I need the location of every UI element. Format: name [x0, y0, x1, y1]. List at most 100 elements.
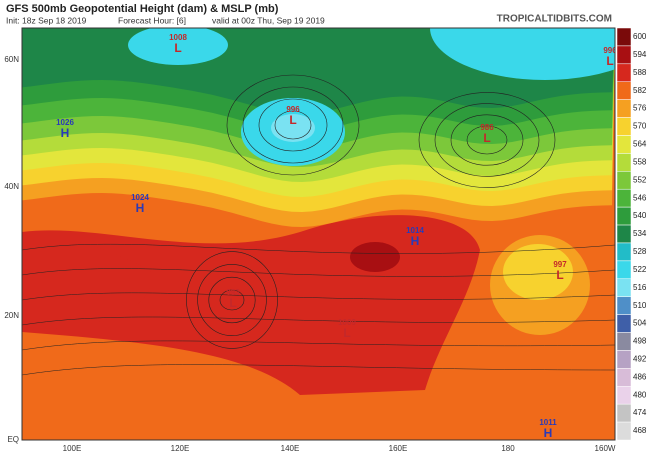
colorbar-swatch: [616, 386, 632, 405]
colorbar-label: 498: [633, 337, 647, 346]
site-name: TROPICALTIDBITS.COM: [497, 14, 612, 25]
isobar: [186, 251, 278, 349]
isobar: [226, 74, 360, 176]
colorbar-label: 576: [633, 104, 647, 113]
isobar: [450, 114, 524, 166]
center-pressure: 1014: [406, 226, 424, 235]
colorbar-label: 480: [633, 390, 647, 399]
colorbar-label: 582: [633, 86, 647, 95]
colorbar-label: 564: [633, 140, 647, 149]
colorbar-label: 528: [633, 247, 647, 256]
colorbar-swatch: [616, 206, 632, 226]
colorbar-swatch: [616, 332, 632, 351]
isobar: [22, 268, 615, 277]
colorbar-swatch: [616, 99, 632, 118]
colorbar-swatch: [616, 224, 632, 244]
colorbar-label: 486: [633, 372, 647, 381]
center-pressure: 1024: [131, 193, 149, 202]
height-field: [350, 242, 400, 272]
isobar: [208, 276, 256, 324]
isobar: [22, 364, 615, 376]
isobar: [434, 103, 540, 177]
colorbar-swatch: [616, 260, 632, 280]
colorbar-swatch: [616, 27, 632, 47]
map-frame: [21, 27, 616, 441]
center-type: H: [544, 426, 553, 440]
center-pressure: 1009: [338, 318, 356, 327]
colorbar-label: 558: [633, 157, 647, 166]
forecast-hour: Forecast Hour: [6]: [118, 15, 186, 25]
colorbar-label: 540: [633, 211, 647, 220]
colorbar-swatch: [616, 81, 632, 100]
center-type: L: [606, 54, 613, 68]
map-title: GFS 500mb Geopotential Height (dam) & MS…: [6, 3, 279, 15]
isobar: [219, 289, 245, 311]
colorbar-label: 510: [633, 301, 647, 310]
isobar: [22, 316, 615, 326]
colorbar-swatch: [616, 171, 632, 190]
center-type: L: [483, 131, 490, 145]
height-field: [503, 244, 573, 300]
colorbar-swatch: [616, 403, 632, 423]
latitude-label: 60N: [4, 55, 19, 64]
colorbar-label: 594: [633, 50, 647, 59]
colorbar-label: 546: [633, 193, 647, 202]
longitude-label: 140E: [281, 444, 300, 453]
latitude-label: 40N: [4, 182, 19, 191]
isobar: [466, 125, 508, 155]
center-type: L: [174, 41, 181, 55]
isobar: [22, 243, 615, 254]
isobar: [22, 340, 615, 351]
isobar: [258, 98, 328, 152]
center-pressure: 986: [480, 123, 494, 132]
isobar: [22, 292, 615, 301]
colorbar-label: 534: [633, 229, 647, 238]
height-field: [271, 114, 315, 142]
latitude-label: 20N: [4, 311, 19, 320]
colorbar-swatch: [616, 188, 632, 208]
center-pressure: 996: [286, 105, 300, 114]
colorbar-swatch: [616, 278, 632, 297]
colorbar-label: 492: [633, 355, 647, 364]
center-type: L: [229, 296, 236, 310]
colorbar-swatch: [616, 314, 632, 333]
center-type: H: [411, 234, 420, 248]
colorbar-label: 600: [633, 32, 647, 41]
center-type: H: [136, 201, 145, 215]
colorbar-label: 552: [633, 175, 647, 184]
colorbar-swatch: [616, 117, 632, 136]
center-type: L: [556, 268, 563, 282]
colorbar-swatch: [616, 368, 632, 387]
center-type: H: [61, 126, 70, 140]
latitude-label: EQ: [7, 435, 19, 444]
center-pressure: 1008: [169, 33, 187, 42]
colorbar-label: 474: [633, 408, 647, 417]
colorbar-swatch: [616, 350, 632, 369]
center-pressure: 1011: [539, 418, 557, 427]
height-field: [430, 28, 615, 80]
longitude-label: 100E: [63, 444, 82, 453]
colorbar: 600 594 588 582 576 570 564 558 552 546 540 534 528 5…: [616, 27, 647, 441]
colorbar-swatch: [616, 45, 632, 65]
colorbar-label: 504: [633, 319, 647, 328]
center-pressure: 1026: [56, 118, 74, 127]
colorbar-swatch: [616, 421, 632, 441]
longitude-label: 180: [501, 444, 515, 453]
longitude-label: 160E: [389, 444, 408, 453]
center-pressure: 996: [603, 46, 617, 55]
colorbar-label: 570: [633, 122, 647, 131]
init-time: Init: 18z Sep 18 2019: [6, 15, 87, 25]
height-field: [128, 28, 228, 65]
colorbar-swatch: [616, 153, 632, 172]
valid-time: valid at 00z Thu, Sep 19 2019: [212, 15, 325, 25]
center-type: L: [289, 113, 296, 127]
isobar: [274, 110, 312, 140]
isobar: [242, 86, 344, 164]
colorbar-label: 468: [633, 426, 647, 435]
isobar: [197, 264, 267, 336]
colorbar-swatch: [616, 63, 632, 82]
center-type: L: [343, 326, 350, 340]
map-area: 1008L1026H1024H996L986L1014H997L993L1009…: [22, 28, 617, 440]
